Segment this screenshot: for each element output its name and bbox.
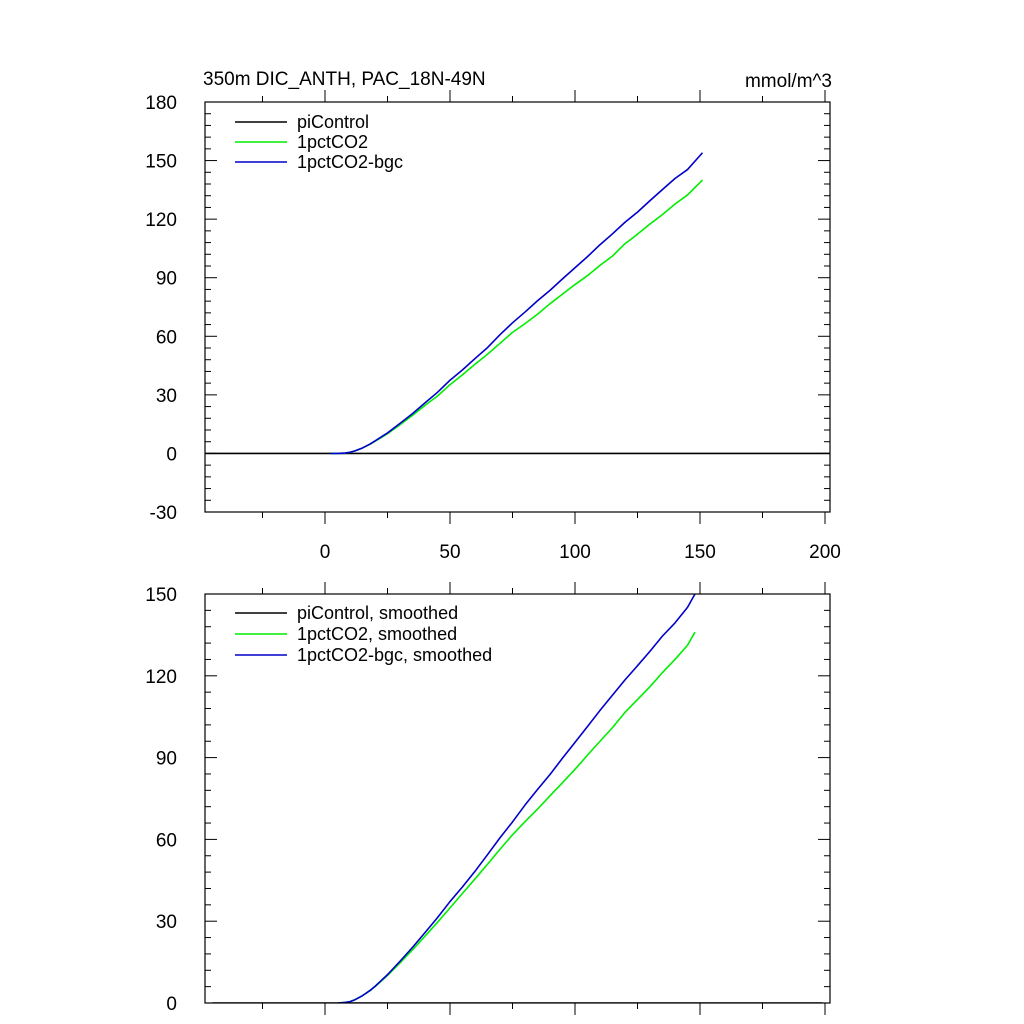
chart-title: 350m DIC_ANTH, PAC_18N-49N: [203, 69, 486, 90]
x-tick-label: 100: [559, 542, 591, 563]
legend-label: 1pctCO2-bgc, smoothed: [297, 645, 492, 665]
legend-label: 1pctCO2, smoothed: [297, 624, 457, 644]
top-plot-area: -30 0 30 60 90 120 150 180 0 50 100 150 200 piControl…: [145, 90, 841, 563]
y-tick-label: 60: [156, 327, 177, 348]
units-label: mmol/m^3: [745, 71, 832, 92]
y-tick-label: 180: [145, 93, 177, 114]
legend-label: 1pctCO2-bgc: [297, 152, 403, 172]
y-tick-label: 150: [145, 585, 177, 606]
series-line-1pctco2-bgc-smoothed: [337, 594, 696, 1003]
series-line-1pctco2-bgc: [330, 152, 704, 455]
y-tick-label: 120: [145, 667, 177, 688]
legend-label: 1pctCO2: [297, 132, 368, 152]
y-tick-label: 90: [156, 749, 177, 770]
bottom-panel: 0 30 60 90 120 150 piControl, smoothed1pctCO2,…: [145, 582, 831, 1015]
x-tick-label: 200: [809, 542, 841, 563]
y-tick-label: 0: [166, 444, 177, 465]
legend-label: piControl: [297, 112, 369, 132]
series-group: [212, 594, 823, 1003]
y-tick-label: 30: [156, 386, 177, 407]
series-group: [205, 152, 830, 455]
plot-frame: [204, 101, 831, 513]
y-tick-label: -30: [150, 503, 177, 524]
series-line-1pctco2: [330, 179, 704, 455]
y-tick-label: 150: [145, 152, 177, 173]
x-tick-label: 50: [439, 542, 460, 563]
x-tick-label: 0: [320, 542, 331, 563]
plot-frame: [204, 593, 831, 1004]
top-panel: 350m DIC_ANTH, PAC_18N-49N mmol/m^3 -30 0…: [145, 69, 841, 563]
x-tick-label: 150: [684, 542, 716, 563]
y-tick-label: 90: [156, 269, 177, 290]
y-tick-label: 60: [156, 830, 177, 851]
y-tick-label: 120: [145, 210, 177, 231]
y-tick-label: 30: [156, 912, 177, 933]
legend-label: piControl, smoothed: [297, 603, 458, 623]
y-tick-label: 0: [166, 994, 177, 1015]
bottom-plot-area: 0 30 60 90 120 150 piControl, smoothed1pctCO2,…: [145, 582, 831, 1015]
